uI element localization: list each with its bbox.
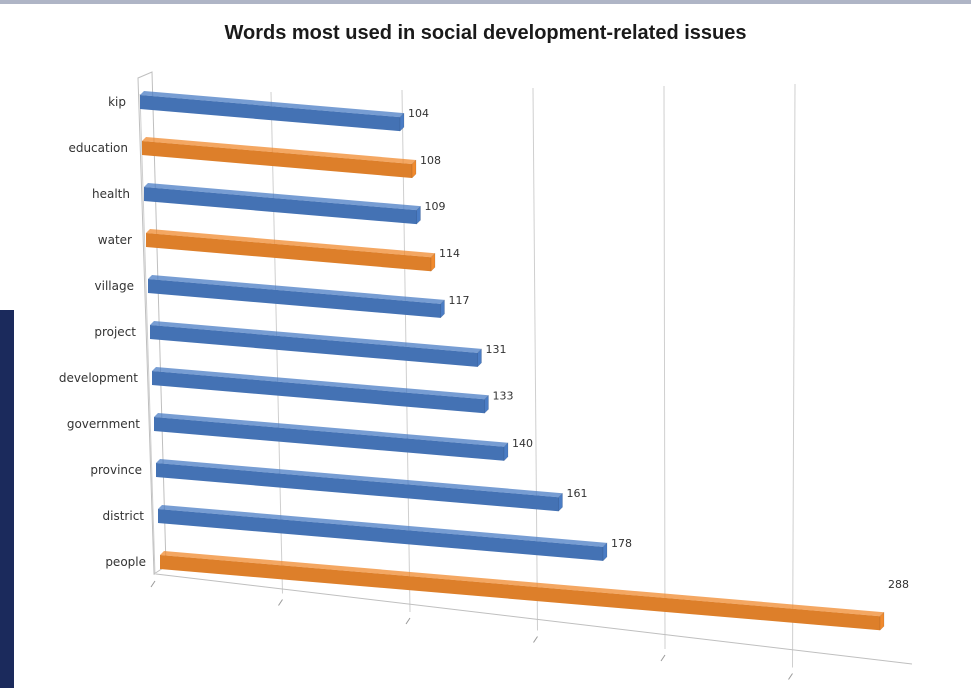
- x-axis-tick: [405, 617, 411, 625]
- bar: [158, 505, 608, 562]
- category-label: province: [90, 463, 142, 477]
- category-label: water: [98, 233, 132, 247]
- labels: kip 104 education 108 health 109 water 114 villa…: [59, 95, 909, 591]
- bars: [140, 91, 885, 631]
- value-label: 104: [408, 107, 429, 120]
- bar: [146, 229, 436, 272]
- gridline: [663, 85, 666, 650]
- x-axis-tick: [533, 636, 538, 643]
- bar: [150, 321, 482, 368]
- value-label: 288: [888, 578, 909, 591]
- value-label: 117: [449, 294, 470, 307]
- category-label: project: [94, 325, 136, 339]
- value-label: 109: [425, 200, 446, 213]
- gridline: [139, 93, 156, 576]
- bar: [148, 275, 445, 319]
- category-label: health: [92, 187, 130, 201]
- category-label: district: [103, 509, 145, 523]
- x-axis-tick: [788, 673, 793, 680]
- value-label: 161: [567, 487, 588, 500]
- category-label: development: [59, 371, 138, 385]
- bar: [140, 91, 405, 132]
- value-label: 140: [512, 437, 533, 450]
- bar: [160, 551, 885, 631]
- floor-edge: [155, 573, 913, 665]
- x-axis-tick: [660, 654, 666, 662]
- bar: [154, 413, 509, 462]
- value-label: 114: [439, 247, 460, 260]
- category-label: government: [67, 417, 140, 431]
- bar: [142, 137, 417, 179]
- slide-left-edge: [0, 310, 14, 688]
- category-label: education: [68, 141, 128, 155]
- value-label: 131: [486, 343, 507, 356]
- gridline: [792, 83, 796, 668]
- bar: [144, 183, 421, 225]
- category-label: people: [105, 555, 146, 569]
- x-axis-tick: [150, 580, 156, 588]
- category-label: kip: [108, 95, 126, 109]
- bar: [156, 459, 563, 512]
- value-label: 133: [493, 389, 514, 402]
- value-label: 108: [420, 154, 441, 167]
- value-label: 178: [611, 537, 632, 550]
- chart-title: Words most used in social development-re…: [224, 22, 747, 44]
- category-label: village: [95, 279, 134, 293]
- x-axis-tick: [278, 599, 283, 606]
- slide-top-edge: [0, 0, 971, 4]
- bar: [152, 367, 489, 414]
